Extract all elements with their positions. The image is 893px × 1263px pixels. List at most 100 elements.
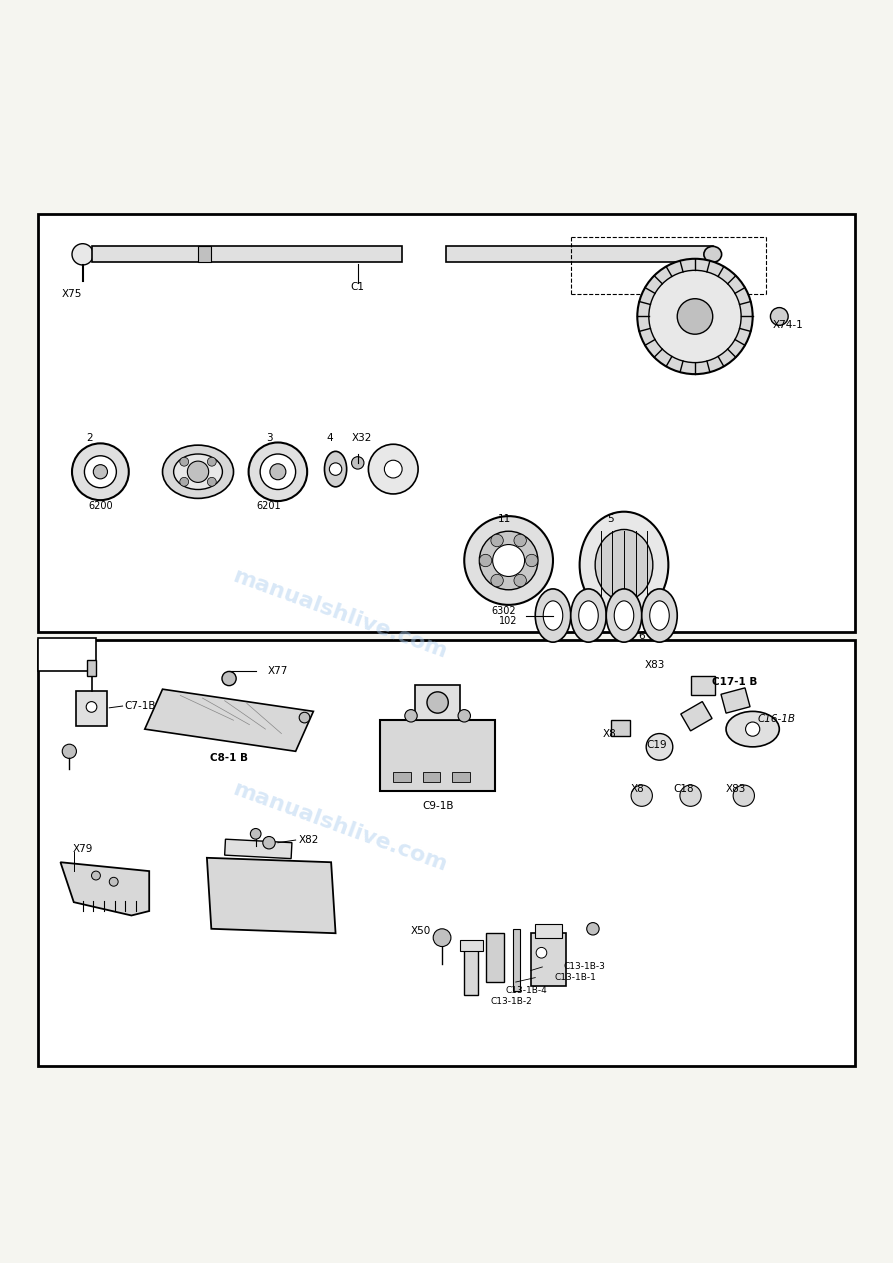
Circle shape [733,786,755,806]
Circle shape [680,786,701,806]
Circle shape [771,308,789,326]
Text: C13-1B-3: C13-1B-3 [563,962,605,971]
Circle shape [369,445,418,494]
Bar [452,772,470,782]
Circle shape [480,532,538,590]
Circle shape [330,462,342,475]
Circle shape [63,744,77,758]
Text: X75: X75 [62,289,82,299]
Circle shape [746,722,760,736]
Bar [422,772,440,782]
Circle shape [587,922,599,935]
Circle shape [222,672,236,686]
Ellipse shape [163,445,233,499]
Text: 6302: 6302 [492,606,516,616]
Text: 5: 5 [607,514,614,524]
Circle shape [631,786,653,806]
Text: C1: C1 [351,282,364,292]
Text: C7-1B: C7-1B [125,701,156,711]
Bar [690,676,715,696]
Text: C8-1 B: C8-1 B [210,753,248,763]
Circle shape [93,465,107,479]
Bar [225,839,292,859]
Text: C19: C19 [647,740,667,750]
Text: X83: X83 [645,661,665,671]
Circle shape [677,299,713,335]
Circle shape [514,575,526,587]
Ellipse shape [606,589,642,642]
Circle shape [464,517,553,605]
Text: 6: 6 [638,632,645,640]
Circle shape [480,554,492,567]
Circle shape [427,692,448,714]
Circle shape [536,947,547,959]
Circle shape [109,878,118,887]
Ellipse shape [580,512,668,618]
Circle shape [87,702,96,712]
Circle shape [525,554,538,567]
Text: X77: X77 [268,667,288,677]
Circle shape [248,442,307,501]
Text: C13-1B-4: C13-1B-4 [505,985,547,994]
Text: 6201: 6201 [256,501,281,512]
Circle shape [72,244,93,265]
Ellipse shape [614,601,634,630]
Bar [38,215,855,632]
Circle shape [384,460,402,477]
Circle shape [433,928,451,946]
Text: C16-1B: C16-1B [757,715,796,725]
Circle shape [649,270,741,362]
Text: C18: C18 [673,784,694,794]
Bar [460,941,483,951]
Bar [91,246,402,263]
Circle shape [638,259,753,374]
Circle shape [491,575,504,587]
Text: 11: 11 [497,514,511,524]
Ellipse shape [571,589,606,642]
Circle shape [493,544,524,576]
Circle shape [352,457,364,469]
Bar [88,659,96,676]
Ellipse shape [543,601,563,630]
Circle shape [207,457,216,466]
Circle shape [188,461,209,482]
Circle shape [179,477,188,486]
Circle shape [250,829,261,839]
Ellipse shape [579,601,598,630]
Bar [38,640,855,1066]
Bar [393,772,411,782]
Circle shape [179,457,188,466]
Bar [535,925,562,937]
Circle shape [514,534,526,547]
Ellipse shape [535,589,571,642]
Circle shape [91,871,100,880]
Text: 102: 102 [499,616,518,626]
Text: X50: X50 [410,927,430,936]
Circle shape [263,836,275,849]
Text: X79: X79 [72,844,93,854]
Ellipse shape [704,246,722,263]
Text: X82: X82 [299,835,319,845]
Text: manualshlive.com: manualshlive.com [230,778,450,875]
Circle shape [491,534,504,547]
Bar [76,691,107,726]
Circle shape [405,710,417,722]
Ellipse shape [595,529,653,600]
Circle shape [270,464,286,480]
Ellipse shape [650,601,669,630]
Text: X8: X8 [630,784,644,794]
Text: 2: 2 [87,433,93,443]
Circle shape [207,477,216,486]
Bar [611,720,630,736]
Text: C9-1B: C9-1B [421,801,454,811]
Circle shape [72,443,129,500]
Ellipse shape [173,453,222,490]
Polygon shape [61,863,149,916]
Ellipse shape [726,711,780,746]
Bar [680,701,712,731]
Bar [513,928,520,991]
Bar [380,720,496,791]
Bar [530,933,566,986]
Text: X74-1: X74-1 [772,321,804,331]
Ellipse shape [642,589,677,642]
